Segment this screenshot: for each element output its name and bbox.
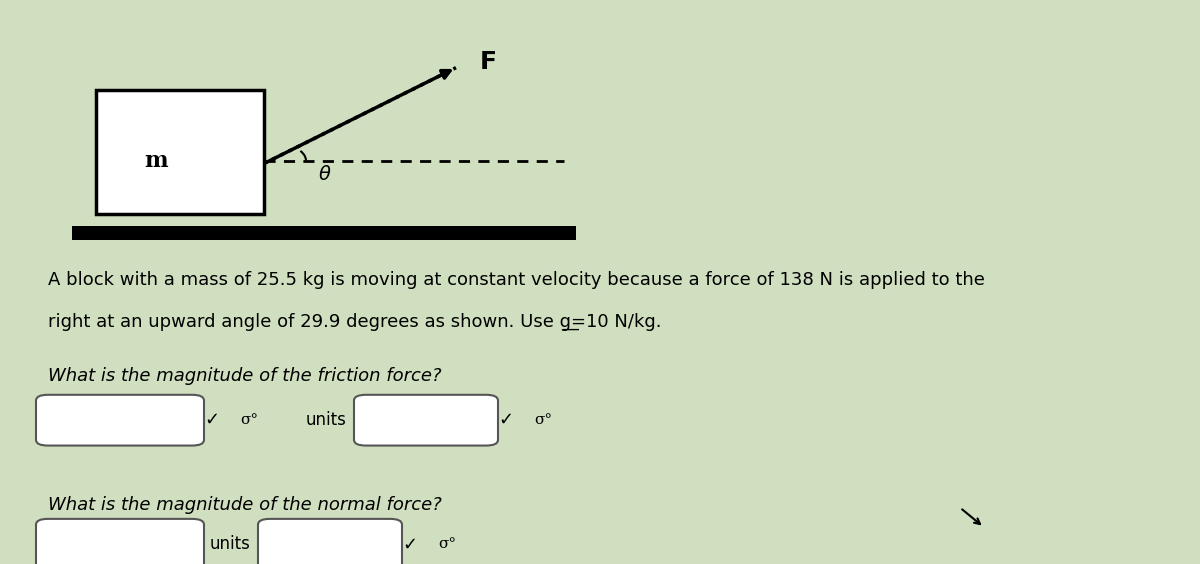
Text: n: n: [372, 411, 383, 429]
Text: A block with a mass of 25.5 kg is moving at constant velocity because a force of: A block with a mass of 25.5 kg is moving…: [48, 271, 985, 289]
Text: ✓: ✓: [204, 411, 220, 429]
Text: σ°: σ°: [438, 537, 456, 551]
Text: F: F: [480, 50, 497, 74]
Text: ✓: ✓: [498, 411, 514, 429]
FancyBboxPatch shape: [96, 90, 264, 214]
Text: $\theta$: $\theta$: [318, 165, 331, 184]
FancyBboxPatch shape: [258, 519, 402, 564]
Text: right at an upward angle of 29.9 degrees as shown. Use g͟=10 N/kg.: right at an upward angle of 29.9 degrees…: [48, 313, 661, 331]
FancyBboxPatch shape: [354, 395, 498, 446]
FancyBboxPatch shape: [36, 395, 204, 446]
Text: σ°: σ°: [240, 413, 258, 427]
Text: σ°: σ°: [534, 413, 552, 427]
Text: 119.631: 119.631: [60, 411, 128, 429]
Text: units: units: [306, 411, 347, 429]
Text: What is the magnitude of the friction force?: What is the magnitude of the friction fo…: [48, 367, 442, 385]
FancyBboxPatch shape: [72, 226, 576, 240]
Text: m: m: [144, 149, 168, 172]
Text: n: n: [276, 535, 287, 553]
FancyBboxPatch shape: [36, 519, 204, 564]
Text: units: units: [210, 535, 251, 553]
Text: What is the magnitude of the normal force?: What is the magnitude of the normal forc…: [48, 496, 442, 514]
Text: ✓: ✓: [402, 535, 418, 553]
